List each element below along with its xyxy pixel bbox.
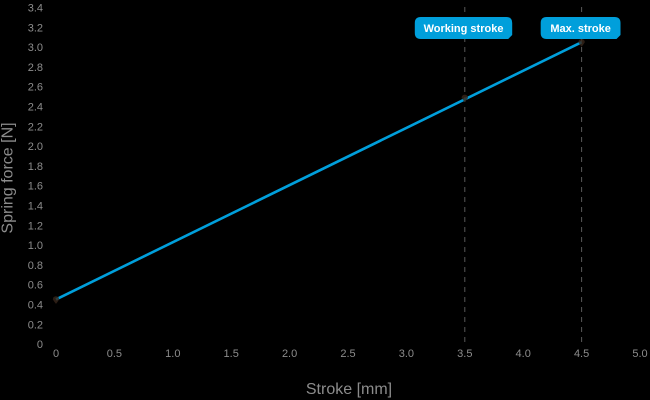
svg-text:1.0: 1.0 <box>28 240 43 252</box>
svg-text:1.4: 1.4 <box>28 201 43 213</box>
svg-text:1.0: 1.0 <box>165 348 180 360</box>
svg-text:0.6: 0.6 <box>28 280 43 292</box>
svg-text:3.2: 3.2 <box>28 22 43 34</box>
svg-text:1.5: 1.5 <box>224 348 239 360</box>
svg-text:2.4: 2.4 <box>28 102 43 114</box>
svg-text:0.4: 0.4 <box>28 300 43 312</box>
svg-text:0: 0 <box>37 339 43 351</box>
svg-text:2.0: 2.0 <box>28 141 43 153</box>
svg-text:3.0: 3.0 <box>28 42 43 54</box>
svg-text:2.6: 2.6 <box>28 82 43 94</box>
svg-text:2.5: 2.5 <box>340 348 355 360</box>
svg-text:2.0: 2.0 <box>282 348 297 360</box>
svg-text:3.5: 3.5 <box>457 348 472 360</box>
svg-text:3.4: 3.4 <box>28 3 43 15</box>
svg-text:Working stroke: Working stroke <box>424 23 504 35</box>
svg-text:1.2: 1.2 <box>28 220 43 232</box>
svg-text:3.0: 3.0 <box>399 348 414 360</box>
svg-text:1.8: 1.8 <box>28 161 43 173</box>
svg-text:4.0: 4.0 <box>516 348 531 360</box>
svg-text:2.2: 2.2 <box>28 121 43 133</box>
svg-text:0.2: 0.2 <box>28 319 43 331</box>
svg-text:Max. stroke: Max. stroke <box>550 23 611 35</box>
svg-text:0.8: 0.8 <box>28 260 43 272</box>
svg-text:Stroke [mm]: Stroke [mm] <box>306 381 392 398</box>
svg-text:0.5: 0.5 <box>107 348 122 360</box>
svg-text:4.5: 4.5 <box>574 348 589 360</box>
svg-text:Spring force [N]: Spring force [N] <box>0 122 17 233</box>
svg-text:5.0: 5.0 <box>632 348 647 360</box>
svg-text:0: 0 <box>53 348 59 360</box>
svg-text:1.6: 1.6 <box>28 181 43 193</box>
svg-text:2.8: 2.8 <box>28 62 43 74</box>
